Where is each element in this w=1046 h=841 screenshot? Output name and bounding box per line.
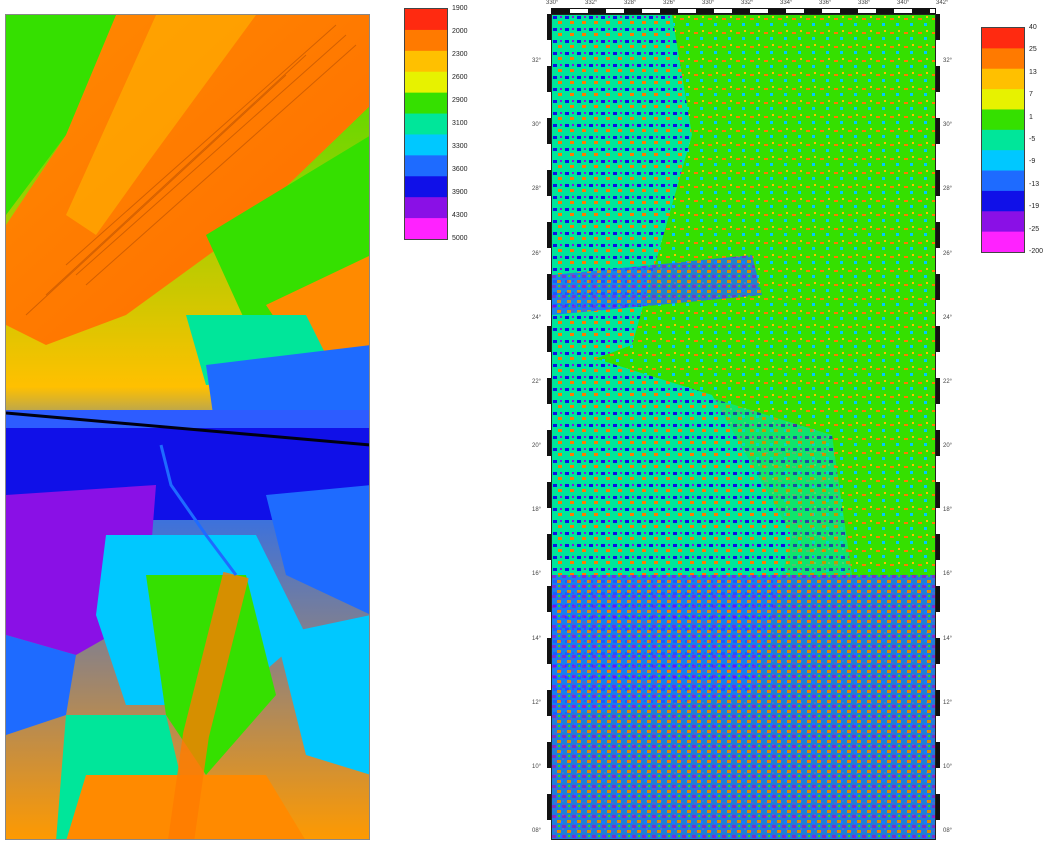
colorbar-label: -19 <box>1029 203 1040 211</box>
longitude-label: 326° <box>663 0 676 6</box>
colorbar-swatch <box>982 190 1024 212</box>
colorbar-swatch <box>982 231 1024 253</box>
latitude-label-right: 22° <box>943 378 953 385</box>
colorbar-swatch <box>405 176 447 198</box>
colorbar-label: -13 <box>1029 180 1040 188</box>
colorbar-swatch <box>982 68 1024 90</box>
latitude-label-left: 18° <box>532 507 542 514</box>
colorbar-label: -9 <box>1029 158 1036 166</box>
top-frame-ticks <box>551 8 936 14</box>
colorbar-label: 3600 <box>452 166 468 173</box>
longitude-label: 340° <box>897 0 910 6</box>
colorbar-label: -25 <box>1029 225 1040 233</box>
latitude-label-left: 14° <box>532 635 542 642</box>
latitude-label-right: 20° <box>943 443 953 449</box>
longitude-label: 336° <box>819 0 832 6</box>
colorbar-swatch <box>405 29 447 52</box>
latitude-label-left: 16° <box>532 571 542 578</box>
colorbar-label: -5 <box>1029 136 1036 143</box>
latitude-label-left: 24° <box>532 314 542 321</box>
depth-colorbar <box>404 8 448 240</box>
right-frame-ticks <box>936 14 940 840</box>
colorbar-label: 2600 <box>452 74 468 81</box>
latitude-label-left: 22° <box>532 378 542 385</box>
colorbar-swatch <box>405 197 447 219</box>
left-frame-ticks <box>547 14 551 840</box>
colorbar-label: 2300 <box>452 51 468 58</box>
colorbar-swatch <box>982 28 1024 49</box>
bathymetry-map <box>5 14 370 840</box>
colorbar-swatch <box>982 150 1024 172</box>
colorbar-swatch <box>982 129 1024 151</box>
colorbar-label: 2000 <box>452 28 468 35</box>
colorbar-swatch <box>982 89 1024 110</box>
colorbar-swatch <box>982 109 1024 131</box>
latitude-label-right: 26° <box>943 250 953 257</box>
latitude-label-right: 10° <box>943 763 953 770</box>
colorbar-label: 4300 <box>452 212 468 219</box>
colorbar-label: 7 <box>1029 91 1033 99</box>
longitude-label: 332° <box>741 0 754 6</box>
residual-colorbar <box>981 27 1025 253</box>
colorbar-label: 25 <box>1029 46 1037 54</box>
colorbar-swatch <box>405 155 447 177</box>
colorbar-label: -200 <box>1029 248 1044 255</box>
latitude-label-left: 12° <box>532 699 542 706</box>
latitude-label-left: 08° <box>532 828 542 834</box>
longitude-label: 330° <box>702 0 715 6</box>
colorbar-label: 3300 <box>452 143 468 150</box>
residual-colorbar-gradient <box>982 28 1024 253</box>
colorbar-swatch <box>405 9 447 31</box>
depth-colorbar-gradient <box>405 9 447 240</box>
latitude-label-left: 26° <box>532 250 542 257</box>
latitude-label-right: 16° <box>943 571 953 578</box>
latitude-label-right: 18° <box>943 507 953 514</box>
latitude-label-left: 28° <box>532 186 542 193</box>
latitude-label-right: 24° <box>943 314 953 321</box>
colorbar-label: 5000 <box>452 235 468 242</box>
longitude-label: 328° <box>624 0 637 6</box>
latitude-label-right: 12° <box>943 699 953 706</box>
longitude-label: 330° <box>546 0 559 6</box>
latitude-label-right: 32° <box>943 58 953 64</box>
colorbar-label: 3100 <box>452 120 468 127</box>
latitude-label-right: 28° <box>943 186 953 193</box>
latitude-label-left: 30° <box>532 122 542 129</box>
colorbar-label: 13 <box>1029 68 1037 76</box>
colorbar-label: 1900 <box>452 5 468 12</box>
colorbar-swatch <box>405 113 447 135</box>
colorbar-label: 3900 <box>452 189 468 196</box>
latitude-label-left: 32° <box>532 58 542 64</box>
bathymetry-map-image <box>6 15 369 839</box>
latitude-label-right: 08° <box>943 828 953 834</box>
longitude-label: 338° <box>858 0 871 6</box>
longitude-label: 332° <box>585 0 598 6</box>
residual-map <box>551 14 936 840</box>
colorbar-swatch <box>405 134 447 156</box>
longitude-label: 342° <box>936 0 949 6</box>
latitude-label-left: 10° <box>532 763 542 770</box>
latitude-label-left: 20° <box>532 443 542 449</box>
colorbar-swatch <box>982 211 1024 233</box>
colorbar-swatch <box>405 71 447 94</box>
colorbar-label: 1 <box>1029 113 1033 121</box>
latitude-label-right: 30° <box>943 122 953 129</box>
colorbar-swatch <box>982 48 1024 70</box>
colorbar-swatch <box>405 92 447 115</box>
colorbar-swatch <box>405 218 447 240</box>
latitude-label-right: 14° <box>943 635 953 642</box>
colorbar-swatch <box>982 170 1024 192</box>
colorbar-label: 40 <box>1029 24 1037 31</box>
residual-map-image <box>552 15 935 839</box>
longitude-label: 334° <box>780 0 793 6</box>
colorbar-swatch <box>405 50 447 73</box>
colorbar-label: 2900 <box>452 97 468 104</box>
